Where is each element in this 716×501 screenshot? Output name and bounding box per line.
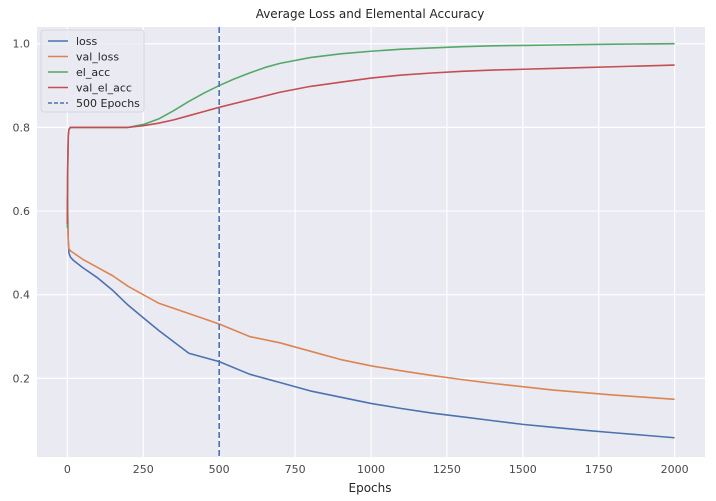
legend-label: 500 Epochs: [76, 97, 140, 110]
legend-label: loss: [76, 35, 98, 48]
x-tick-label: 1000: [357, 463, 385, 476]
series-lines: [66, 42, 675, 439]
series-line-val-loss: [66, 202, 675, 401]
x-tick-label: 1250: [433, 463, 461, 476]
legend-label: el_acc: [76, 66, 110, 79]
x-tick-label: 0: [64, 463, 71, 476]
x-axis-ticks: 0 250 500 750 1000 1250 1500 1750 2000: [64, 463, 689, 476]
x-tick-label: 250: [133, 463, 154, 476]
x-tick-label: 2000: [661, 463, 689, 476]
gridlines: [37, 27, 705, 457]
series-line-val-el-acc: [66, 64, 675, 224]
legend-label: val_el_acc: [76, 82, 132, 95]
y-tick-label: 0.2: [13, 372, 31, 385]
x-tick-label: 500: [209, 463, 230, 476]
legend-label: val_loss: [76, 51, 119, 64]
y-tick-label: 0.6: [13, 205, 31, 218]
y-tick-label: 0.4: [13, 289, 31, 302]
x-tick-label: 750: [285, 463, 306, 476]
x-tick-label: 1750: [585, 463, 613, 476]
x-tick-label: 1500: [509, 463, 537, 476]
y-tick-label: 0.8: [13, 121, 31, 134]
x-axis-label: Epochs: [349, 481, 392, 495]
series-line-loss: [66, 198, 675, 439]
y-axis-ticks: 0.2 0.4 0.6 0.8 1.0: [13, 38, 31, 386]
legend-frame: [40, 29, 145, 113]
legend: loss val_loss el_acc val_el_acc 500 Epochs: [40, 29, 145, 113]
y-tick-label: 1.0: [13, 38, 31, 51]
chart-title: Average Loss and Elemental Accuracy: [256, 7, 485, 21]
